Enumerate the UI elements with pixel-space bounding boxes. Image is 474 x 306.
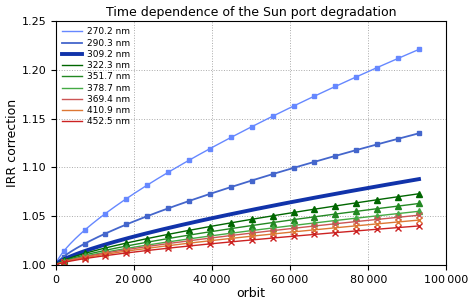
378.7 nm	[359, 216, 365, 219]
309.2 nm	[275, 203, 281, 207]
322.3 nm	[359, 200, 365, 204]
410.9 nm	[268, 232, 273, 236]
351.7 nm	[53, 263, 59, 267]
378.7 nm	[268, 226, 273, 230]
Line: 290.3 nm: 290.3 nm	[56, 133, 419, 265]
351.7 nm	[54, 262, 60, 266]
410.9 nm	[54, 262, 60, 266]
410.9 nm	[382, 221, 388, 225]
369.4 nm	[382, 217, 388, 220]
351.7 nm	[268, 221, 273, 225]
410.9 nm	[275, 232, 281, 235]
270.2 nm	[269, 115, 275, 118]
290.3 nm	[268, 173, 273, 177]
290.3 nm	[269, 173, 275, 176]
Y-axis label: IRR correction: IRR correction	[6, 99, 18, 187]
378.7 nm	[269, 226, 275, 230]
322.3 nm	[53, 263, 59, 267]
290.3 nm	[416, 132, 422, 135]
290.3 nm	[382, 140, 388, 144]
309.2 nm	[53, 263, 59, 267]
369.4 nm	[268, 229, 273, 233]
452.5 nm	[54, 263, 60, 266]
322.3 nm	[268, 214, 273, 218]
322.3 nm	[54, 262, 60, 266]
351.7 nm	[382, 206, 388, 210]
369.4 nm	[269, 229, 275, 233]
351.7 nm	[416, 202, 422, 205]
309.2 nm	[269, 204, 275, 208]
452.5 nm	[269, 236, 275, 240]
322.3 nm	[275, 213, 281, 217]
309.2 nm	[416, 177, 422, 181]
Line: 322.3 nm: 322.3 nm	[56, 194, 419, 265]
452.5 nm	[268, 236, 273, 240]
Line: 369.4 nm: 369.4 nm	[56, 215, 419, 265]
Line: 351.7 nm: 351.7 nm	[56, 203, 419, 265]
452.5 nm	[382, 227, 388, 230]
378.7 nm	[53, 263, 59, 267]
309.2 nm	[54, 262, 60, 265]
369.4 nm	[416, 213, 422, 217]
309.2 nm	[359, 187, 365, 191]
270.2 nm	[53, 263, 59, 267]
Line: 410.9 nm: 410.9 nm	[56, 220, 419, 265]
322.3 nm	[269, 214, 275, 218]
452.5 nm	[275, 236, 281, 239]
Title: Time dependence of the Sun port degradation: Time dependence of the Sun port degradat…	[106, 6, 396, 19]
378.7 nm	[275, 226, 281, 229]
378.7 nm	[382, 213, 388, 217]
369.4 nm	[53, 263, 59, 267]
270.2 nm	[275, 112, 281, 115]
Legend: 270.2 nm, 290.3 nm, 309.2 nm, 322.3 nm, 351.7 nm, 378.7 nm, 369.4 nm, 410.9 nm, : 270.2 nm, 290.3 nm, 309.2 nm, 322.3 nm, …	[60, 26, 132, 128]
410.9 nm	[359, 223, 365, 227]
452.5 nm	[53, 263, 59, 267]
322.3 nm	[416, 192, 422, 196]
452.5 nm	[416, 224, 422, 228]
290.3 nm	[53, 263, 59, 267]
290.3 nm	[359, 147, 365, 150]
309.2 nm	[382, 183, 388, 187]
270.2 nm	[359, 73, 365, 76]
410.9 nm	[416, 218, 422, 222]
351.7 nm	[359, 209, 365, 212]
Line: 309.2 nm: 309.2 nm	[56, 179, 419, 265]
452.5 nm	[359, 229, 365, 232]
378.7 nm	[54, 262, 60, 266]
270.2 nm	[268, 115, 273, 119]
270.2 nm	[416, 47, 422, 51]
369.4 nm	[54, 262, 60, 266]
290.3 nm	[275, 171, 281, 174]
270.2 nm	[382, 62, 388, 66]
Line: 452.5 nm: 452.5 nm	[56, 226, 419, 265]
410.9 nm	[53, 263, 59, 267]
Line: 270.2 nm: 270.2 nm	[56, 49, 419, 265]
351.7 nm	[269, 221, 275, 225]
322.3 nm	[382, 197, 388, 200]
369.4 nm	[275, 228, 281, 232]
270.2 nm	[54, 259, 60, 263]
351.7 nm	[275, 220, 281, 224]
X-axis label: orbit: orbit	[237, 287, 265, 300]
309.2 nm	[268, 204, 273, 208]
410.9 nm	[269, 232, 275, 236]
Line: 378.7 nm: 378.7 nm	[56, 211, 419, 265]
369.4 nm	[359, 219, 365, 223]
378.7 nm	[416, 210, 422, 213]
290.3 nm	[54, 261, 60, 265]
